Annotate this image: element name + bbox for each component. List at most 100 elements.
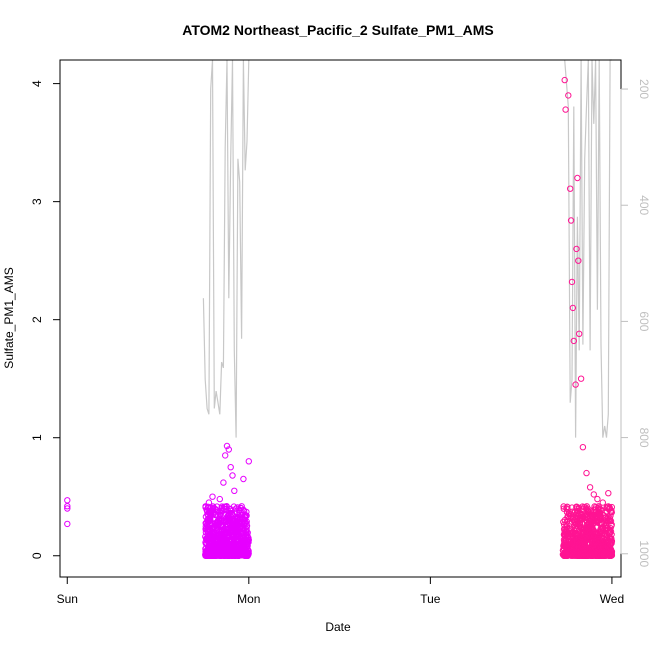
data-point [582,526,590,533]
data-point [587,508,595,515]
data-point [608,521,615,528]
x-tick-label: Tue [420,592,441,606]
y-tick-label: 0 [30,552,44,559]
y-tick-label: 2 [30,316,44,323]
data-point [206,514,214,521]
x-axis: Sun Mon Tue Wed [57,576,624,606]
data-point [575,552,582,559]
data-point [571,524,578,532]
data-point [583,514,591,521]
data-point [597,552,605,559]
data-point [593,524,600,531]
data-point [567,185,574,192]
data-point [574,174,581,182]
data-point [586,527,593,534]
data-point [572,381,579,388]
data-point [210,546,217,553]
data-point [243,550,251,558]
data-point [220,479,227,486]
data-point [581,540,589,547]
data-point [599,526,606,533]
data-point [205,499,213,506]
y-tick-label: 3 [30,198,44,205]
right-tick-label: 600 [637,311,650,331]
data-point [583,469,590,477]
data-point [604,551,612,558]
data-point [603,503,611,510]
data-point [216,495,224,503]
data-point [607,525,614,532]
data-point [214,547,221,554]
data-point [224,539,231,546]
plot-frame [59,59,622,578]
data-point [562,534,569,542]
data-point [576,330,583,337]
data-point [607,544,614,551]
y-axis-label: Sulfate_PM1_AMS [2,267,16,368]
data-point [568,278,576,286]
data-point [593,524,601,531]
data-point [227,464,234,471]
data-point [569,549,576,557]
data-point [203,519,210,526]
pressure-series-line [564,59,612,438]
data-point [602,525,610,532]
x-tick-label: Wed [600,592,624,606]
chart-title: ATOM2 Northeast_Pacific_2 Sulfate_PM1_AM… [182,22,493,38]
data-point [64,520,71,528]
right-tick-label: 1000 [637,540,650,567]
data-point [215,522,222,529]
data-point [591,509,599,517]
data-point [231,521,238,529]
data-point [590,491,597,498]
data-point [242,533,250,541]
data-point [228,527,236,534]
data-point [237,541,245,548]
data-point [569,538,576,545]
data-point [224,512,232,520]
data-point [575,257,582,264]
data-point [603,508,610,515]
data-point [606,518,614,525]
data-point [236,506,243,513]
data-point [236,545,244,552]
data-point [245,458,253,465]
data-point [608,538,616,545]
x-axis-label: Date [325,620,351,634]
data-point [578,511,585,518]
data-point [577,375,585,382]
data-point [594,514,601,521]
data-point [572,534,579,542]
data-point [591,512,598,520]
data-point [207,546,215,554]
data-point [218,544,225,551]
right-tick-label: 200 [637,79,650,99]
data-point [231,487,238,494]
data-point [565,550,572,557]
data-point [224,532,232,540]
data-point [222,452,229,459]
data-point [561,531,569,538]
x-tick-label: Mon [237,592,260,606]
data-point [583,551,590,558]
data-point [235,550,243,557]
data-point [223,442,231,450]
data-point [561,549,569,556]
data-point [225,446,233,453]
data-point [243,518,250,525]
data-point [586,539,593,547]
data-point [596,508,603,515]
data-point [587,552,594,559]
data-point [64,497,71,504]
data-point [223,511,230,518]
data-point [220,545,227,552]
point-layer [64,76,616,559]
data-point [236,517,243,524]
data-point [228,540,235,547]
data-point [586,484,594,491]
data-point [569,304,577,312]
pressure-series-line [202,59,250,438]
data-point [578,533,585,540]
data-point [607,508,614,516]
data-point [242,514,249,521]
